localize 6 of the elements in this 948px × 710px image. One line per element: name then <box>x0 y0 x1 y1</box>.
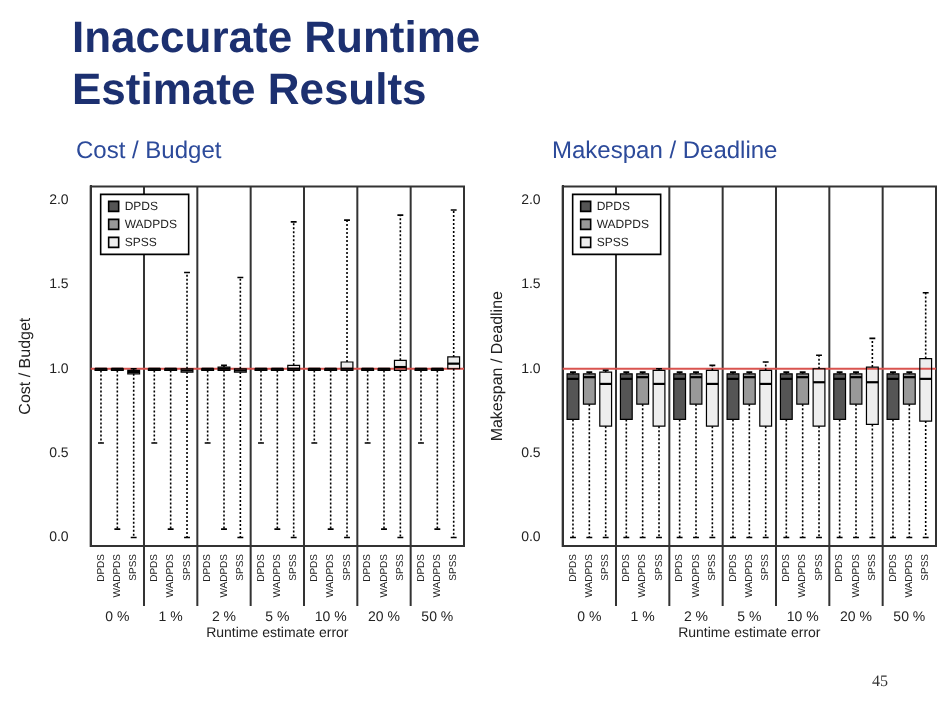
y-axis-title: Makespan / Deadline <box>488 289 507 442</box>
chart-subtitle: Cost / Budget <box>76 136 224 168</box>
text: 45 <box>872 672 888 690</box>
y-axis-title: Cost / Budget <box>16 316 35 415</box>
chart-subtitle: Makespan / Deadline <box>552 136 780 168</box>
chart-title: Inaccurate Runtime Estimate Results <box>72 12 483 116</box>
